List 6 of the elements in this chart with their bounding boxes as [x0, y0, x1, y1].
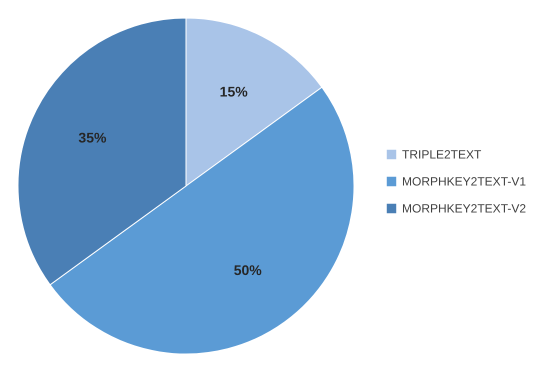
- data-label: 15%: [220, 83, 248, 100]
- legend-label: TRIPLE2TEXT: [402, 148, 482, 162]
- data-label: 35%: [78, 129, 107, 146]
- legend-label: MORPHKEY2TEXT-V1: [402, 174, 526, 188]
- data-label: 50%: [234, 262, 262, 278]
- legend-label: MORPHKEY2TEXT-V2: [402, 202, 526, 216]
